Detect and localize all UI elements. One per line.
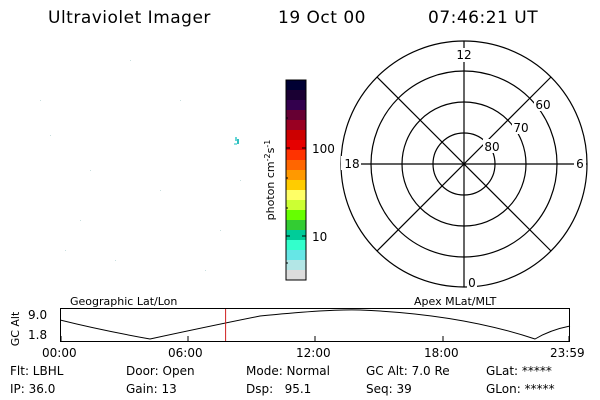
y-tick-bottom: 1.8: [28, 328, 48, 342]
x-tick-2359: 23:59: [550, 346, 585, 360]
altitude-curve: [60, 309, 571, 340]
color-bar-stripe: [286, 160, 306, 171]
instrument-title: Ultraviolet Imager: [48, 8, 211, 28]
color-bar-tick-100: 100: [312, 142, 335, 156]
color-bar-stripe: [286, 90, 306, 101]
color-bar-stripe: [286, 150, 306, 161]
status-gain: Gain: 13: [126, 382, 177, 396]
color-bar-stripe: [286, 130, 306, 141]
observation-time: 07:46:21 UT: [428, 8, 539, 28]
aurora-spot: [234, 137, 239, 145]
color-bar-stripe: [286, 140, 306, 151]
x-tick-0600: 06:00: [168, 346, 203, 360]
color-bar-stripe: [286, 270, 306, 281]
color-bar-stripe: [286, 230, 306, 241]
gc-alt-axis-label: GC Alt: [9, 311, 22, 346]
observation-date: 19 Oct 00: [278, 8, 366, 28]
color-bar-stripe: [286, 240, 306, 251]
svg-text:GC Alt: GC Alt: [9, 311, 22, 346]
status-ip: IP: 36.0: [10, 382, 56, 396]
lat-label-80: 80: [484, 140, 499, 154]
color-bar-stripe: [286, 200, 306, 211]
status-flt: Flt: LBHL: [10, 364, 64, 378]
color-bar-stripe: [286, 190, 306, 201]
color-bar-stripe: [286, 80, 306, 91]
status-mode: Mode: Normal: [246, 364, 330, 378]
color-bar-stripe: [286, 250, 306, 261]
uv-image-panel: [40, 60, 241, 271]
color-bar-unit-label: photon cm-2s-1: [263, 140, 277, 221]
mlt-label-6: 6: [576, 157, 584, 171]
mlt-label-0: 0: [468, 276, 476, 290]
color-bar-stripe: [286, 210, 306, 221]
x-tick-1800: 18:00: [424, 346, 459, 360]
color-bar-stripe: [286, 110, 306, 121]
apex-mlat-mlt-label: Apex MLat/MLT: [414, 295, 497, 308]
mlt-label-18: 18: [344, 157, 359, 171]
status-glon: GLon: *****: [486, 382, 555, 396]
mlt-label-12: 12: [456, 48, 471, 62]
polar-mlt-plot: 12 18 6 0 60 70 80: [340, 40, 588, 290]
color-bar-tick-10: 10: [312, 230, 328, 244]
lat-label-60: 60: [535, 98, 550, 112]
color-bar-stripe: [286, 100, 306, 111]
x-tick-0000: 00:00: [42, 346, 77, 360]
status-glat: GLat: *****: [486, 364, 552, 378]
status-dsp: Dsp: 95.1: [246, 382, 312, 396]
color-bar-stripe: [286, 120, 306, 131]
color-bar-stripe: [286, 180, 306, 191]
y-tick-top: 9.0: [28, 308, 48, 322]
color-bar-stripe: [286, 170, 306, 181]
color-bar-gradient: [286, 80, 306, 281]
status-seq: Seq: 39: [366, 382, 412, 396]
status-door: Door: Open: [126, 364, 195, 378]
x-tick-1200: 12:00: [296, 346, 331, 360]
lat-label-70: 70: [513, 121, 528, 135]
status-gc-alt: GC Alt: 7.0 Re: [366, 364, 450, 378]
orbit-altitude-plot: [60, 308, 571, 342]
color-bar-stripe: [286, 220, 306, 231]
color-bar: photon cm-2s-1: [263, 79, 307, 281]
color-bar-stripe: [286, 260, 306, 271]
geographic-lat-lon-label: Geographic Lat/Lon: [70, 295, 178, 308]
